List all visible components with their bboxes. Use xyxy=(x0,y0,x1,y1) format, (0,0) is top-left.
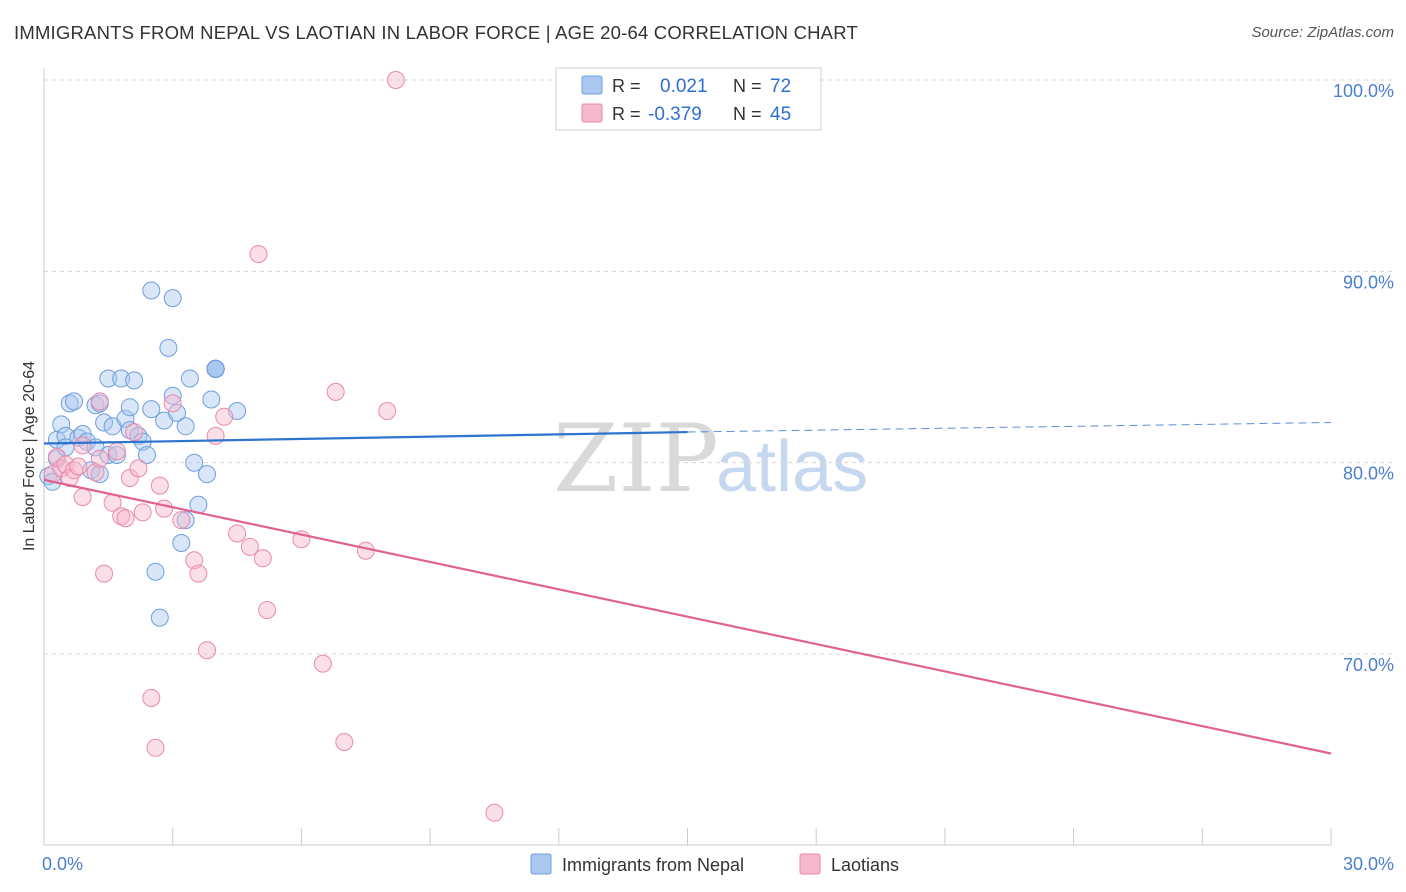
nepal-trend-extension xyxy=(687,421,1332,433)
nepal-point-39 xyxy=(176,417,195,436)
laotian-point-39 xyxy=(326,382,345,401)
nepal-trend-line xyxy=(43,430,688,445)
laotian-point-16 xyxy=(116,509,135,528)
laotian-point-30 xyxy=(206,426,225,445)
chart-source: Source: ZipAtlas.com xyxy=(1251,24,1394,41)
nepal-point-4 xyxy=(52,415,71,434)
nepal-point-18 xyxy=(99,369,118,388)
laotian-point-19 xyxy=(129,459,148,478)
legend-bottom-blue-swatch xyxy=(530,853,552,875)
legend-blue-n-value: 72 xyxy=(770,76,791,97)
legend-bottom: Immigrants from Nepal Laotians xyxy=(530,853,899,875)
nepal-point-47 xyxy=(163,289,182,308)
legend-bottom-nepal: Immigrants from Nepal xyxy=(562,855,744,875)
laotian-point-11 xyxy=(90,449,109,468)
nepal-point-45 xyxy=(202,390,221,409)
nepal-point-33 xyxy=(150,608,169,627)
nepal-point-17 xyxy=(95,413,114,432)
laotian-point-35 xyxy=(253,549,272,568)
laotian-point-28 xyxy=(189,564,208,583)
grid-lines xyxy=(44,79,1392,655)
chart-title: IMMIGRANTS FROM NEPAL VS LAOTIAN IN LABO… xyxy=(14,22,858,43)
legend-pink-n-label: N = xyxy=(733,104,762,124)
nepal-point-23 xyxy=(116,409,135,428)
nepal-point-36 xyxy=(163,386,182,405)
laotian-point-12 xyxy=(95,564,114,583)
laotian-point-18 xyxy=(125,423,144,442)
legend-pink-r-value: -0.379 xyxy=(648,104,702,125)
y-tick-label-2: 80.0% xyxy=(1343,464,1394,484)
laotian-point-34 xyxy=(249,245,268,264)
nepal-point-37 xyxy=(168,403,186,422)
legend-blue-n-label: N = xyxy=(733,76,762,96)
y-tick-label-3: 70.0% xyxy=(1343,655,1394,675)
x-tick-label-1: 30.0% xyxy=(1343,854,1394,874)
nepal-point-42 xyxy=(185,453,204,472)
nepal-point-32 xyxy=(146,562,165,581)
watermark-atlas: atlas xyxy=(716,427,868,507)
laotian-point-29 xyxy=(198,641,216,660)
nepal-point-26 xyxy=(125,371,144,390)
laotian-point-25 xyxy=(163,394,182,413)
legend-pink-n-value: 45 xyxy=(770,104,791,125)
legend-blue-r-label: R = xyxy=(612,76,641,96)
laotian-point-31 xyxy=(215,407,234,426)
laotian-point-26 xyxy=(172,511,191,530)
legend-bottom-pink-swatch xyxy=(799,853,821,875)
laotian-point-8 xyxy=(73,488,92,507)
laotian-point-22 xyxy=(146,738,165,757)
laotian-point-36 xyxy=(258,601,277,619)
legend-pink-swatch xyxy=(581,103,603,123)
laotian-point-21 xyxy=(142,689,161,707)
nepal-point-41 xyxy=(180,369,199,388)
laotian-point-42 xyxy=(378,402,397,420)
laotian-trend-line xyxy=(43,478,1332,755)
nepal-point-35 xyxy=(159,338,178,357)
laotian-point-41 xyxy=(356,541,375,560)
y-tick-label-1: 90.0% xyxy=(1343,272,1394,292)
nepal-point-21 xyxy=(107,446,126,464)
watermark: ZIP atlas xyxy=(553,405,868,514)
legend-blue-swatch xyxy=(581,75,603,95)
laotian-point-23 xyxy=(150,476,169,495)
legend-pink-r-label: R = xyxy=(612,104,641,124)
laotian-point-6 xyxy=(69,457,88,476)
laotian-point-43 xyxy=(386,71,405,89)
laotian-point-33 xyxy=(240,537,259,556)
laotian-point-20 xyxy=(133,503,152,522)
trend-lines xyxy=(43,421,1332,755)
nepal-point-31 xyxy=(142,400,161,419)
x-axis-tick-labels: 0.0% 30.0% xyxy=(42,854,1394,874)
nepal-point-71 xyxy=(206,359,225,378)
laotian-point-7 xyxy=(73,436,92,455)
legend-blue-r-value: 0.021 xyxy=(660,76,708,97)
nepal-point-29 xyxy=(138,446,156,464)
nepal-point-38 xyxy=(172,534,191,552)
y-axis-tick-labels: 100.0% 90.0% 80.0% 70.0% xyxy=(1333,81,1394,675)
watermark-zip: ZIP xyxy=(553,405,719,514)
x-tick-label-0: 0.0% xyxy=(42,854,83,874)
nepal-point-30 xyxy=(142,281,161,300)
y-axis-label: In Labor Force | Age 20-64 xyxy=(21,361,38,551)
laotian-point-27 xyxy=(185,551,204,570)
laotian-point-38 xyxy=(313,654,332,673)
y-tick-label-0: 100.0% xyxy=(1333,81,1394,101)
nepal-point-24 xyxy=(120,398,139,417)
series-laotians-points xyxy=(43,71,504,822)
nepal-point-44 xyxy=(198,465,216,484)
series-nepal-points xyxy=(39,281,247,627)
laotian-point-9 xyxy=(86,463,105,482)
laotian-point-40 xyxy=(335,733,354,751)
x-axis-ticks xyxy=(172,828,1332,845)
laotian-point-32 xyxy=(228,524,247,543)
nepal-point-8 xyxy=(65,392,83,411)
laotian-point-10 xyxy=(90,392,109,411)
nepal-point-40 xyxy=(176,511,195,530)
legend-bottom-laotians: Laotians xyxy=(831,855,899,875)
legend-top: R = 0.021 N = 72 R = -0.379 N = 45 xyxy=(555,67,822,131)
laotian-point-44 xyxy=(485,803,504,822)
laotian-point-24 xyxy=(155,499,174,518)
laotian-point-14 xyxy=(107,442,126,461)
